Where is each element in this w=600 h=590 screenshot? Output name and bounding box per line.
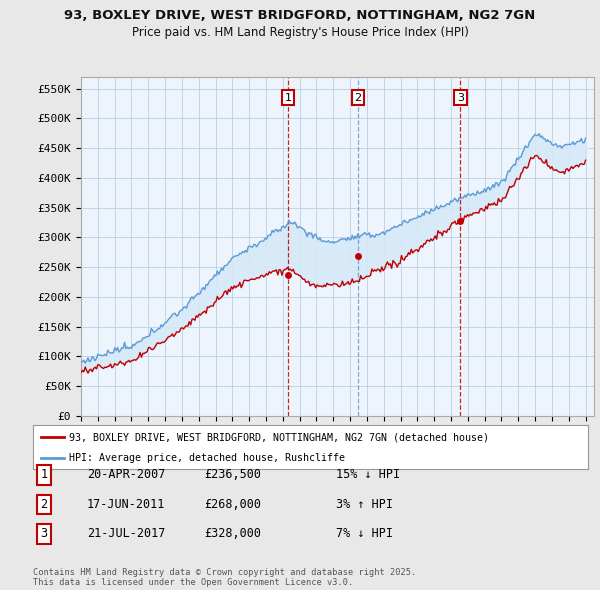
- Text: 2: 2: [40, 498, 47, 511]
- Text: 1: 1: [40, 468, 47, 481]
- Text: 20-APR-2007: 20-APR-2007: [87, 468, 166, 481]
- Text: Contains HM Land Registry data © Crown copyright and database right 2025.
This d: Contains HM Land Registry data © Crown c…: [33, 568, 416, 587]
- Text: 3: 3: [457, 93, 464, 103]
- Text: 7% ↓ HPI: 7% ↓ HPI: [336, 527, 393, 540]
- Text: 3: 3: [40, 527, 47, 540]
- Text: HPI: Average price, detached house, Rushcliffe: HPI: Average price, detached house, Rush…: [69, 453, 345, 463]
- Text: 17-JUN-2011: 17-JUN-2011: [87, 498, 166, 511]
- Text: 21-JUL-2017: 21-JUL-2017: [87, 527, 166, 540]
- Text: £236,500: £236,500: [204, 468, 261, 481]
- Text: 2: 2: [354, 93, 361, 103]
- Text: 93, BOXLEY DRIVE, WEST BRIDGFORD, NOTTINGHAM, NG2 7GN: 93, BOXLEY DRIVE, WEST BRIDGFORD, NOTTIN…: [64, 9, 536, 22]
- Text: 3% ↑ HPI: 3% ↑ HPI: [336, 498, 393, 511]
- Text: £268,000: £268,000: [204, 498, 261, 511]
- Text: Price paid vs. HM Land Registry's House Price Index (HPI): Price paid vs. HM Land Registry's House …: [131, 26, 469, 39]
- Text: 15% ↓ HPI: 15% ↓ HPI: [336, 468, 400, 481]
- Text: 93, BOXLEY DRIVE, WEST BRIDGFORD, NOTTINGHAM, NG2 7GN (detached house): 93, BOXLEY DRIVE, WEST BRIDGFORD, NOTTIN…: [69, 432, 489, 442]
- Text: £328,000: £328,000: [204, 527, 261, 540]
- Text: 1: 1: [284, 93, 292, 103]
